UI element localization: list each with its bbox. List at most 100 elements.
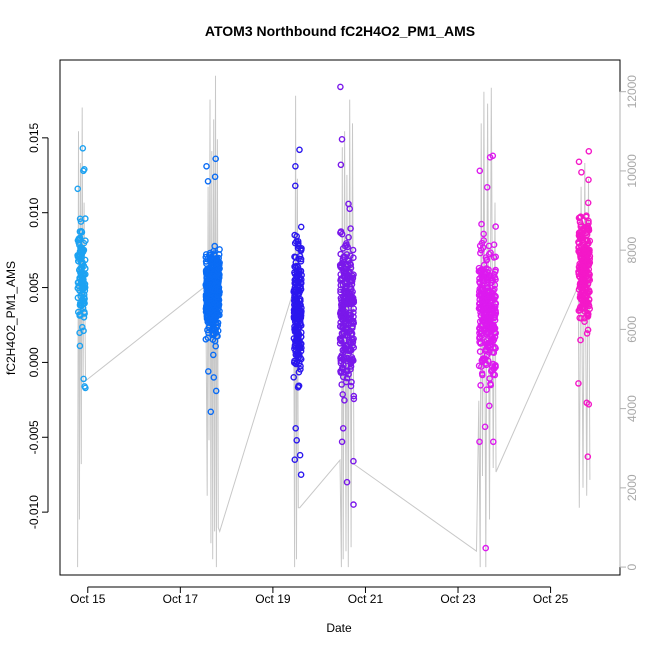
data-point [80, 167, 87, 175]
data-point [585, 301, 592, 308]
data-point [343, 478, 351, 486]
data-point [211, 173, 219, 181]
data-point [476, 334, 483, 342]
data-point [204, 177, 212, 185]
data-point [491, 268, 499, 276]
data-point [578, 292, 585, 300]
data-point [584, 199, 592, 207]
series-2 [202, 155, 223, 416]
data-point [490, 254, 498, 261]
data-point [297, 247, 305, 255]
data-point [337, 83, 344, 91]
x-axis-label: Date [326, 621, 352, 635]
data-point [290, 373, 298, 381]
data-point [213, 258, 221, 266]
data-point [339, 365, 347, 373]
data-point [349, 336, 356, 344]
data-point [290, 335, 298, 342]
data-point [203, 162, 210, 170]
data-point [492, 300, 499, 308]
right-tick-label: 12000 [625, 75, 639, 109]
data-point [212, 387, 220, 395]
data-point [345, 328, 353, 335]
data-point [585, 176, 592, 184]
series-1 [74, 144, 89, 392]
data-point [480, 296, 488, 304]
data-point [297, 257, 305, 265]
data-point [75, 239, 82, 246]
data-point [586, 237, 594, 245]
data-point [291, 343, 299, 350]
data-point [203, 309, 211, 317]
data-point [485, 288, 493, 296]
y-tick-label: 0.005 [27, 272, 41, 302]
data-point [483, 183, 491, 191]
data-point [483, 256, 491, 263]
data-point [586, 248, 593, 256]
data-point [347, 365, 354, 373]
data-point [341, 331, 349, 339]
data-point [336, 323, 344, 330]
data-point [212, 342, 219, 350]
data-point [212, 155, 219, 163]
data-point [344, 347, 352, 355]
data-point [486, 272, 494, 280]
data-point [340, 348, 348, 355]
data-point [478, 272, 485, 280]
right-tick-label: 10000 [625, 154, 639, 188]
data-point [578, 270, 586, 277]
x-tick-label: Oct 21 [348, 592, 384, 606]
data-point [207, 254, 215, 262]
data-point [485, 250, 493, 258]
data-point [295, 314, 303, 322]
data-point [349, 298, 356, 305]
data-point [214, 277, 222, 284]
data-point [202, 293, 210, 301]
data-point [584, 259, 592, 267]
data-point [584, 312, 592, 320]
data-point [292, 162, 299, 170]
data-point [337, 294, 345, 302]
data-point [350, 254, 357, 262]
data-point [476, 167, 484, 175]
data-point [337, 319, 344, 326]
data-point [212, 311, 220, 319]
data-point [207, 319, 215, 326]
data-point [576, 260, 583, 268]
data-point [488, 324, 496, 332]
data-point [479, 371, 486, 379]
data-point [341, 279, 348, 286]
data-point [490, 344, 497, 352]
data-point [347, 320, 355, 327]
data-point [80, 298, 88, 305]
data-point [485, 402, 493, 410]
data-point [77, 292, 84, 300]
data-point [80, 291, 88, 298]
data-point [347, 277, 355, 285]
data-point [81, 308, 88, 316]
data-point [291, 456, 299, 464]
series-3 [290, 146, 305, 479]
data-point [337, 336, 345, 343]
data-point [350, 501, 357, 508]
data-point [477, 249, 484, 257]
data-point [350, 395, 358, 403]
data-point [202, 251, 210, 258]
data-point [210, 374, 218, 381]
data-point [77, 218, 85, 225]
data-point [338, 308, 346, 316]
data-point [481, 423, 489, 431]
data-point [476, 279, 484, 287]
data-point [575, 158, 583, 166]
data-point [203, 281, 211, 288]
data-point [341, 396, 348, 404]
data-point [213, 280, 220, 288]
data-point [492, 223, 500, 230]
data-point [82, 265, 89, 272]
data-point [583, 236, 590, 244]
data-point [292, 253, 300, 261]
data-point [586, 252, 594, 260]
data-point [583, 399, 591, 407]
data-point [491, 333, 499, 341]
data-point [214, 332, 221, 340]
